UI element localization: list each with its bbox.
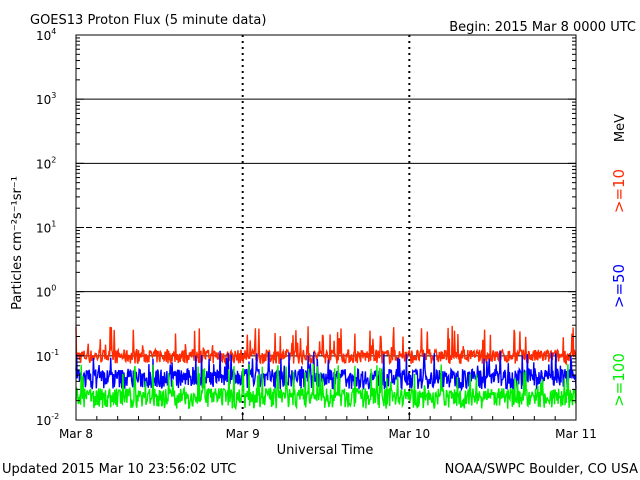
series-layer: [75, 325, 577, 411]
y-tick-label: 10-2: [36, 412, 59, 428]
legend-entry: >=10: [610, 169, 628, 213]
y-tick-label: 102: [36, 155, 56, 171]
updated-time: Updated 2015 Mar 10 23:56:02 UTC: [2, 462, 236, 477]
legend-unit: MeV: [613, 114, 628, 142]
chart-title: GOES13 Proton Flux (5 minute data): [30, 13, 266, 28]
y-tick-label: 101: [36, 220, 56, 236]
y-tick-label: 10-1: [36, 348, 59, 364]
legend-entry: >=100: [610, 353, 628, 407]
legend: >=10 >=50 >=100 MeV: [610, 114, 628, 407]
x-tick-label: Mar 8: [59, 427, 93, 441]
data-source: NOAA/SWPC Boulder, CO USA: [445, 462, 638, 477]
y-tick-label: 100: [36, 284, 56, 300]
series-line: [75, 350, 577, 392]
x-axis-label: Universal Time: [277, 443, 374, 458]
legend-entry: >=50: [610, 264, 628, 308]
begin-time: Begin: 2015 Mar 8 0000 UTC: [449, 20, 636, 35]
day-dividers: [241, 35, 411, 420]
x-tick-label: Mar 9: [226, 427, 260, 441]
series-line: [75, 363, 577, 411]
y-tick-label: 104: [36, 27, 56, 43]
threshold-lines: [76, 98, 576, 357]
y-axis-label: Particles cm⁻²s⁻¹sr⁻¹: [10, 176, 25, 310]
y-tick-label: 103: [36, 91, 56, 107]
y-axis-ticks: 10-2 10-1 100 101 102 103 104: [36, 27, 576, 428]
series-line: [75, 325, 577, 366]
x-tick-label: Mar 11: [555, 427, 597, 441]
x-tick-label: Mar 10: [388, 427, 430, 441]
x-axis-ticks: Mar 8 Mar 9 Mar 10 Mar 11: [59, 412, 597, 441]
